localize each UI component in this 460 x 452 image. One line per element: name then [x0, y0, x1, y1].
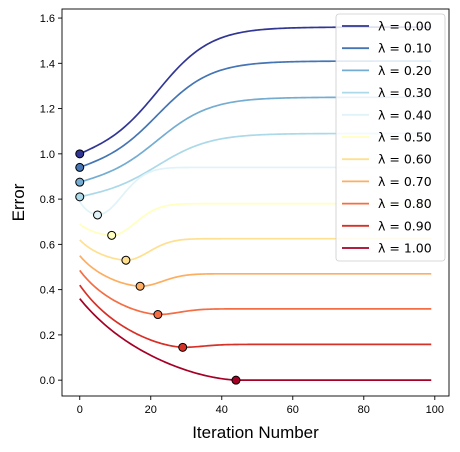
legend-label: λ = 0.40: [378, 107, 432, 122]
minimum-point: [107, 230, 117, 240]
y-tick-label: 0.2: [40, 330, 55, 342]
legend-label: λ = 0.60: [378, 152, 432, 167]
minimum-point: [75, 149, 85, 159]
series-line: [79, 284, 432, 349]
legend-label: λ = 0.30: [378, 85, 432, 100]
minimum-point: [75, 162, 85, 172]
y-tick-label: 1.0: [40, 149, 55, 161]
y-tick-label: 0.6: [40, 239, 55, 251]
x-tick-label: 80: [358, 404, 370, 416]
x-tick-label: 20: [145, 404, 157, 416]
y-axis-title: Error: [9, 183, 28, 221]
x-axis-title: Iteration Number: [192, 423, 319, 442]
legend-label: λ = 0.10: [378, 41, 432, 56]
legend-label: λ = 1.00: [378, 241, 432, 256]
y-tick-label: 0.4: [40, 285, 55, 297]
minimum-point: [121, 255, 131, 265]
legend-label: λ = 0.80: [378, 196, 432, 211]
legend-label: λ = 0.20: [378, 63, 432, 78]
minimum-point: [75, 192, 85, 202]
plot-frame: [61, 8, 450, 397]
minimum-point: [75, 177, 85, 187]
y-tick-label: 0.8: [40, 194, 55, 206]
legend-label: λ = 0.50: [378, 130, 432, 145]
x-axis-ticks: 0 20 40 60 80 100: [77, 396, 444, 416]
y-tick-label: 1.4: [40, 58, 55, 70]
y-tick-label: 1.2: [40, 104, 55, 116]
legend-label: λ = 0.00: [378, 19, 432, 34]
legend-label: λ = 0.90: [378, 218, 432, 233]
x-tick-label: 100: [426, 404, 444, 416]
series-line: [79, 298, 432, 382]
minimum-point: [153, 310, 163, 320]
legend-box: [335, 13, 446, 262]
legend-items: λ = 0.00 λ = 0.10 λ = 0.20 λ = 0.30 λ = 0.40…: [342, 19, 432, 256]
y-tick-label: 0.0: [40, 375, 55, 387]
minimum-point: [231, 375, 241, 385]
series-line: [79, 269, 432, 316]
x-tick-label: 60: [287, 404, 299, 416]
minimum-point: [93, 210, 103, 220]
minimum-point: [135, 281, 145, 291]
y-axis-ticks: 0.0 0.2 0.4 0.6 0.8 1.0 1.2 1.4 1.6: [40, 13, 62, 387]
legend: λ = 0.00 λ = 0.10 λ = 0.20 λ = 0.30 λ = 0.40…: [335, 13, 446, 262]
minimum-point: [178, 342, 188, 352]
x-tick-label: 0: [77, 404, 83, 416]
minimum-markers: [75, 149, 241, 385]
x-tick-label: 40: [216, 404, 228, 416]
legend-label: λ = 0.70: [378, 174, 432, 189]
y-tick-label: 1.6: [40, 13, 55, 25]
